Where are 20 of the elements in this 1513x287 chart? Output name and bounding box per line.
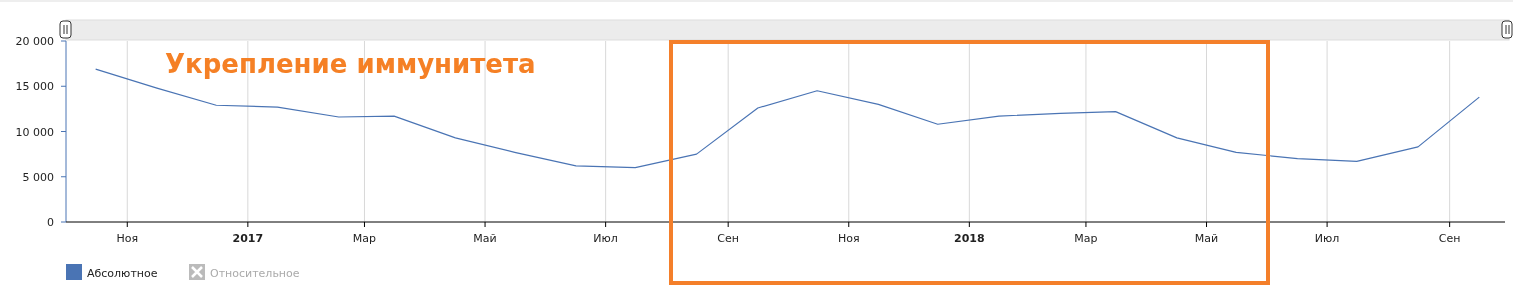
x-tick-label: Мар <box>1074 232 1098 245</box>
x-tick-label: Июл <box>593 232 618 245</box>
x-tick-label: 2017 <box>232 232 264 245</box>
x-tick-label: Май <box>473 232 497 245</box>
x-tick-label: Мар <box>352 232 377 245</box>
y-tick-label: 0 <box>47 216 54 229</box>
text: Относительное <box>210 267 300 280</box>
x-tick-label: Май <box>1194 232 1219 245</box>
chart-title: Укрепление иммунитета <box>165 49 536 79</box>
x-tick-label: Ноя <box>837 232 860 245</box>
x-tick-label: Июл <box>1314 232 1340 245</box>
x-tick-label: Ноя <box>116 232 139 245</box>
x-tick-label: Сен <box>717 232 739 245</box>
y-tick-label: 15 000 <box>15 80 54 94</box>
x-tick-label: Сен <box>1438 232 1461 245</box>
y-tick-label: 20 000 <box>15 35 54 48</box>
x-tick-label: 2018 <box>954 232 985 245</box>
y-tick-label: 5 000 <box>22 170 54 184</box>
legend-label: Абсолютное <box>87 267 158 280</box>
y-tick-label: 10 000 <box>15 125 54 139</box>
